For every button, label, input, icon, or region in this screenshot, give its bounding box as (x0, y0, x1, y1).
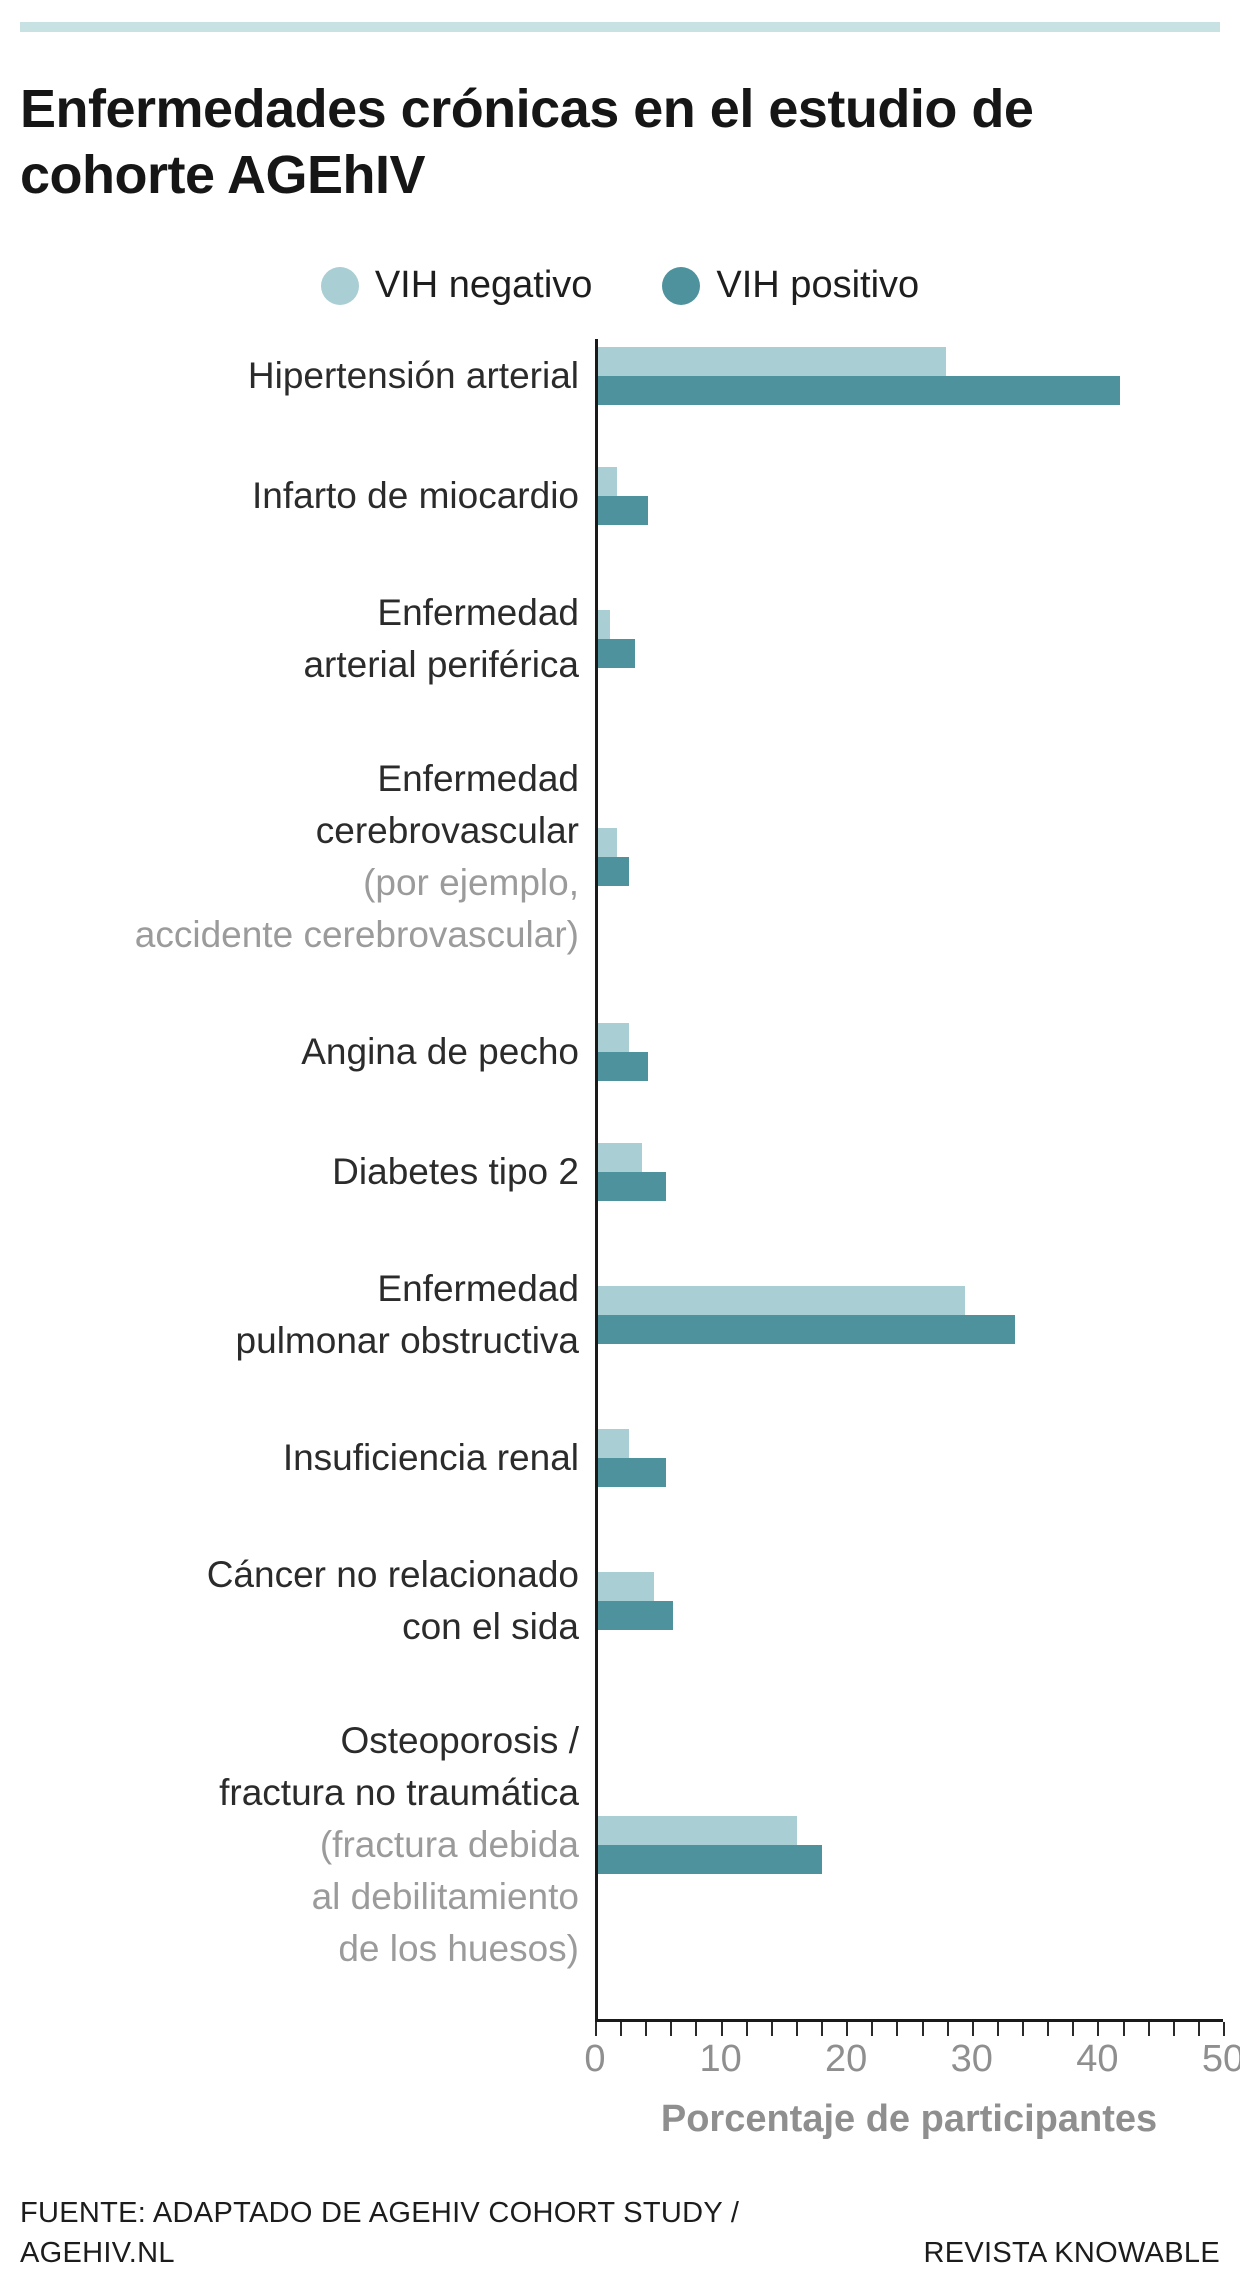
x-axis-tick-label: 20 (825, 2038, 868, 2080)
x-axis-tick (1197, 2022, 1200, 2036)
x-axis-tick (745, 2022, 748, 2036)
chart-row: Cáncer no relacionado con el sida (20, 1549, 1220, 1653)
y-axis-line (595, 339, 598, 2019)
bar-vih-positivo (598, 376, 1121, 405)
category-label: Cáncer no relacionado con el sida (206, 1554, 579, 1647)
legend-item-vih-positivo: VIH positivo (662, 264, 919, 307)
x-axis-tick (620, 2022, 623, 2036)
x-axis-tick (921, 2022, 924, 2036)
chart-plot-area: Hipertensión arterial Infarto de miocard… (20, 339, 1220, 2019)
bar-vih-negativo (598, 610, 611, 639)
bar-vih-negativo (598, 1023, 630, 1052)
bar-vih-negativo (598, 1143, 642, 1172)
category-label: Hipertensión arterial (247, 355, 579, 396)
x-axis-tick (1223, 2022, 1225, 2036)
x-axis-tick (770, 2022, 773, 2036)
chart-row: Enfermedad pulmonar obstructiva (20, 1263, 1220, 1367)
x-axis-tick (946, 2022, 949, 2036)
chart-row: Enfermedad cerebrovascular (por ejemplo, … (20, 753, 1220, 961)
x-axis-tick (720, 2022, 723, 2036)
bar-vih-negativo (598, 1429, 630, 1458)
x-axis-tick-label: 40 (1076, 2038, 1119, 2080)
category-label: Enfermedad cerebrovascular (315, 758, 579, 851)
bar-vih-positivo (598, 1172, 667, 1201)
category-label: Enfermedad arterial periférica (303, 592, 579, 685)
x-axis-tick (846, 2022, 849, 2036)
x-axis-tick (670, 2022, 673, 2036)
x-axis-line (595, 2019, 1225, 2036)
x-axis-tick-labels: 0 10 20 30 40 50 (584, 2038, 1240, 2088)
bar-vih-positivo (598, 1052, 648, 1081)
x-axis-tick (645, 2022, 648, 2036)
publisher-credit: REVISTA KNOWABLE (923, 2237, 1220, 2269)
x-axis-tick (871, 2022, 874, 2036)
x-axis-tick (896, 2022, 899, 2036)
x-axis-tick (1147, 2022, 1150, 2036)
bar-chart: Hipertensión arterial Infarto de miocard… (20, 339, 1240, 2141)
chart-row: Angina de pecho (20, 1023, 1220, 1081)
x-axis-title: Porcentaje de participantes (660, 2098, 1158, 2140)
bar-vih-positivo (598, 857, 630, 886)
chart-legend: VIH negativo VIH positivo (20, 264, 1220, 307)
legend-swatch-vih-positivo-icon (662, 266, 701, 305)
category-label: Insuficiencia renal (282, 1437, 579, 1478)
category-label: Diabetes tipo 2 (332, 1151, 579, 1192)
x-axis-tick (821, 2022, 824, 2036)
source-credit: FUENTE: ADAPTADO DE AGEHIV COHORT STUDY … (20, 2197, 740, 2269)
bar-vih-negativo (598, 828, 617, 857)
bar-vih-positivo (598, 1315, 1015, 1344)
category-sublabel: (fractura debida al debilitamiento de lo… (311, 1824, 579, 1969)
bar-vih-positivo (598, 1601, 673, 1630)
x-axis-tick-label: 10 (699, 2038, 742, 2080)
bar-vih-positivo (598, 496, 648, 525)
x-axis-tick (1047, 2022, 1050, 2036)
chart-row: Insuficiencia renal (20, 1429, 1220, 1487)
category-label: Angina de pecho (301, 1031, 579, 1072)
category-label: Osteoporosis / fractura no traumática (219, 1720, 579, 1813)
legend-label-vih-positivo: VIH positivo (716, 264, 920, 306)
legend-item-vih-negativo: VIH negativo (320, 264, 593, 307)
chart-row: Diabetes tipo 2 (20, 1143, 1220, 1201)
chart-row: Hipertensión arterial (20, 347, 1220, 405)
x-axis-tick-label: 50 (1201, 2038, 1240, 2080)
chart-row: Enfermedad arterial periférica (20, 587, 1220, 691)
bar-vih-negativo (598, 467, 617, 496)
category-sublabel: (por ejemplo, accidente cerebrovascular) (134, 862, 579, 955)
x-axis-tick (595, 2022, 597, 2036)
legend-label-vih-negativo: VIH negativo (374, 264, 593, 306)
bar-vih-negativo (598, 347, 947, 376)
category-label: Infarto de miocardio (251, 475, 579, 516)
category-label: Enfermedad pulmonar obstructiva (235, 1268, 579, 1361)
bar-vih-positivo (598, 1845, 822, 1874)
x-axis-tick (1097, 2022, 1100, 2036)
legend-swatch-vih-negativo-icon (320, 266, 359, 305)
bar-vih-negativo (598, 1816, 798, 1845)
x-axis-tick (1122, 2022, 1125, 2036)
x-axis-tick-label: 0 (584, 2038, 606, 2080)
bar-vih-negativo (598, 1286, 965, 1315)
x-axis-tick (695, 2022, 698, 2036)
bar-vih-positivo (598, 639, 636, 668)
header-rule (20, 22, 1220, 32)
footer: FUENTE: ADAPTADO DE AGEHIV COHORT STUDY … (20, 2193, 1220, 2273)
bar-vih-negativo (598, 1572, 654, 1601)
bar-vih-positivo (598, 1458, 667, 1487)
x-axis-tick (1072, 2022, 1075, 2036)
x-axis-tick-label: 30 (950, 2038, 993, 2080)
x-axis-tick (1172, 2022, 1175, 2036)
chart-row: Osteoporosis / fractura no traumática (fr… (20, 1715, 1220, 1975)
chart-row: Infarto de miocardio (20, 467, 1220, 525)
chart-title: Enfermedades crónicas en el estudio de c… (20, 79, 1034, 205)
x-axis-tick (996, 2022, 999, 2036)
x-axis-tick (795, 2022, 798, 2036)
x-axis-tick (1022, 2022, 1025, 2036)
x-axis-tick (971, 2022, 974, 2036)
